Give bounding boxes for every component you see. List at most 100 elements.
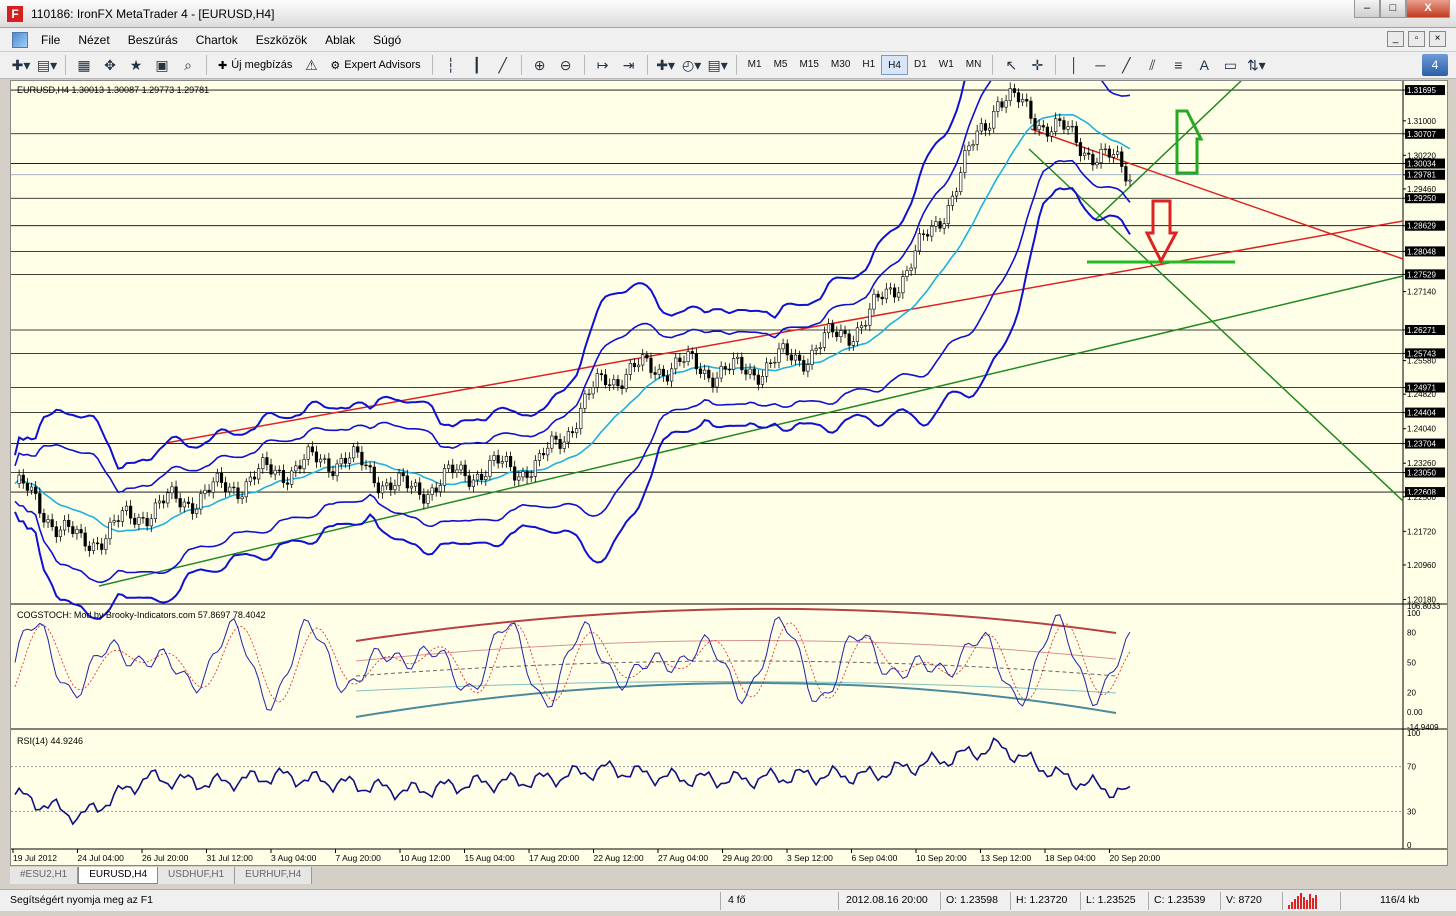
candle-body [488,460,492,477]
candle-body [946,205,950,224]
mdi-minimize-button[interactable]: _ [1387,31,1404,47]
text-icon[interactable]: A [1199,57,1209,73]
auto-scroll-icon[interactable]: ↦ [596,56,609,73]
chart-window[interactable]: 1.31695 1.31000 1.30707 1.30220 1.30034 1.297… [10,80,1448,866]
menu-insert[interactable]: Beszúrás [127,32,178,47]
timeframe-w1[interactable]: W1 [938,59,954,70]
timeframe-m30[interactable]: M30 [830,59,851,70]
terminal-icon[interactable]: ▣ [155,56,169,73]
vertical-line-icon[interactable]: │ [1069,57,1079,73]
candle-body [186,501,191,504]
candle-body [219,472,224,483]
zoom-out-icon[interactable]: ⊖ [559,56,572,73]
candle-body [756,374,760,385]
candle-body [50,519,54,528]
candle-body [566,431,570,443]
crosshair-icon[interactable]: ✛ [1031,56,1044,73]
tab-eurhuf-h4[interactable]: EURHUF,H4 [235,867,313,884]
timeframe-h1[interactable]: H1 [862,59,876,70]
timeframe-mn[interactable]: MN [965,59,982,70]
price-label: 1.27140 [1407,288,1436,297]
uptrend-line [98,275,1404,587]
strategy-tester-icon[interactable]: ⌕ [184,56,192,73]
tab-eurusd-h4[interactable]: EURUSD,H4 [78,867,159,884]
new-chart-icon[interactable]: ✚▾ [11,56,31,73]
candle-body [859,325,864,329]
rsi-header: RSI(14) 44.9246 [17,736,83,746]
candle-body [54,526,58,538]
mdi-close-button[interactable]: × [1429,31,1446,47]
candle-body [839,330,843,338]
candle-body [653,372,657,375]
equidistant-channel-icon[interactable]: ⫽ [1149,56,1156,73]
menu-tools[interactable]: Eszközök [255,32,308,47]
menu-file[interactable]: File [41,32,61,47]
fibonacci-icon[interactable]: ≡ [1174,57,1183,73]
cursor-icon[interactable]: ↖ [1005,56,1018,73]
chart-window-icon[interactable] [12,31,28,48]
candle-body [199,493,203,510]
horizontal-line-icon[interactable]: ─ [1095,57,1106,73]
profiles-icon[interactable]: ▤▾ [36,56,58,73]
menu-help[interactable]: Súgó [373,32,402,47]
chart-shift-icon[interactable]: ⇥ [622,56,635,73]
candle-body [71,526,75,534]
candlestick-icon[interactable]: ┃ [472,56,481,73]
templates-icon[interactable]: ▤▾ [707,56,728,73]
candle-body [942,223,946,229]
zoom-in-icon[interactable]: ⊕ [533,56,546,73]
candle-body [471,479,475,487]
tab-usdhuf-h1[interactable]: USDHUF,H1 [158,867,236,884]
menu-view[interactable]: Nézet [78,32,110,47]
line-chart-icon[interactable]: ╱ [498,56,507,73]
timeframe-h4[interactable]: H4 [881,55,908,75]
candle-body [690,351,694,354]
candle-body [422,494,426,504]
favorites-icon[interactable]: ★ [129,56,143,73]
minimize-button[interactable]: – [1354,0,1380,18]
candle-body [1016,92,1021,103]
timeframe-m5[interactable]: M5 [773,59,788,70]
candle-body [42,513,46,523]
new-order-button[interactable]: ✚ Új megbízás [218,59,293,72]
mdi-restore-button[interactable]: ▫ [1408,31,1425,47]
price-label-box [1405,158,1445,169]
menu-window[interactable]: Ablak [325,32,356,47]
periods-icon[interactable]: ◴▾ [682,56,702,73]
close-button[interactable]: X [1406,0,1450,18]
candle-body [575,428,579,434]
candle-body [1037,125,1041,131]
candle-body [442,468,447,486]
candle-body [112,520,116,523]
tab-esu2-h1[interactable]: #ESU2,H1 [10,867,79,884]
status-close: C: 1.23539 [1154,894,1206,906]
candle-body [814,348,818,351]
arrows-icon[interactable]: ⇅▾ [1246,56,1266,73]
market-watch-icon[interactable]: ▦ [77,56,91,73]
candle-body [467,475,471,487]
timeframe-m1[interactable]: M1 [747,59,762,70]
candle-body [133,517,137,525]
alert-icon[interactable]: ⚠ [305,56,318,73]
candle-body [670,368,674,382]
maximize-button[interactable]: □ [1380,0,1406,18]
timeframe-m15[interactable]: M15 [799,59,819,70]
expert-advisors-button[interactable]: ⚙ Expert Advisors [330,59,421,72]
bar-chart-icon[interactable]: ┆ [446,56,455,73]
time-label: 19 Jul 2012 [13,853,57,863]
time-label: 24 Jul 04:00 [78,853,125,863]
menu-charts[interactable]: Chartok [195,32,238,47]
label-icon[interactable]: ▭ [1223,56,1237,73]
candle-body [711,377,715,388]
candle-body [352,446,356,459]
candle-body [228,486,232,492]
candle-body [996,101,1000,112]
indicators-icon[interactable]: ✚▾ [656,56,676,73]
price-label: 1.29460 [1407,185,1436,194]
candle-body [1025,99,1029,102]
navigator-icon[interactable]: ✥ [104,56,116,73]
timeframe-d1[interactable]: D1 [913,59,927,70]
trendline-icon[interactable]: ╱ [1122,56,1131,73]
candle-body [1107,148,1111,158]
